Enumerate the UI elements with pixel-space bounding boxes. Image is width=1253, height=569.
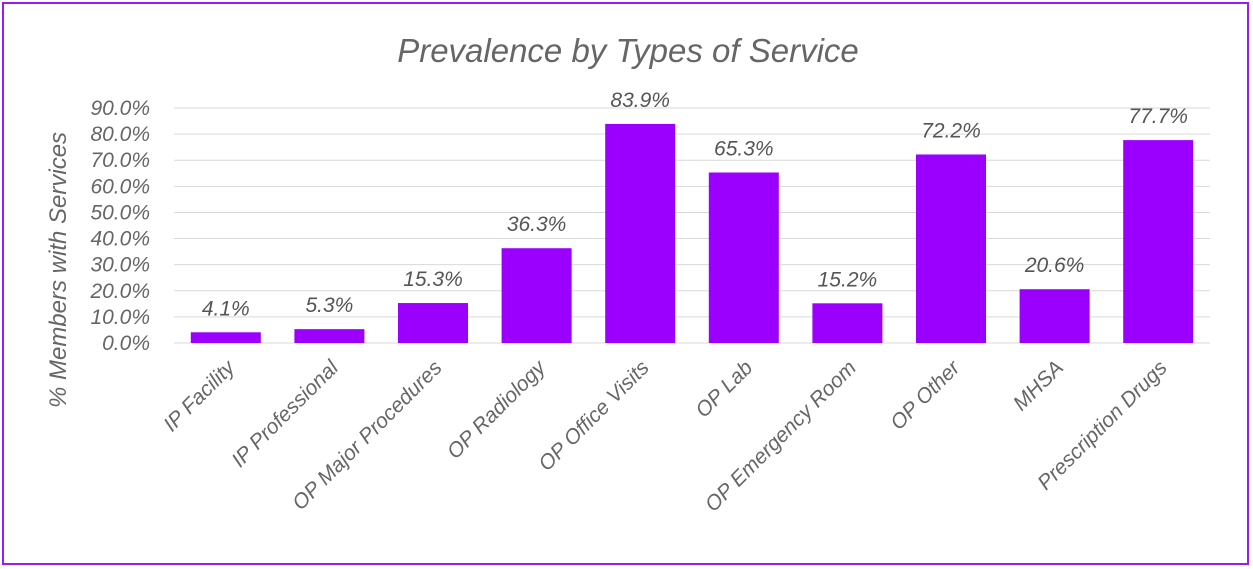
- bar: [190, 332, 261, 343]
- y-tick-label: 50.0%: [90, 201, 150, 224]
- y-tick-label: 90.0%: [90, 97, 150, 120]
- y-tick-label: 80.0%: [90, 123, 150, 146]
- y-tick-label: 30.0%: [90, 254, 150, 277]
- x-tick-label: OP Lab: [691, 356, 757, 422]
- bar: [708, 172, 779, 343]
- data-label: 65.3%: [714, 137, 774, 160]
- x-tick-label: MHSA: [1009, 356, 1068, 415]
- data-label: 5.3%: [305, 294, 353, 317]
- bar: [812, 303, 883, 343]
- x-tick-label: IP Professional: [227, 355, 344, 472]
- data-label: 15.3%: [403, 268, 463, 291]
- y-tick-label: 0.0%: [102, 332, 150, 355]
- data-label: 20.6%: [1024, 254, 1085, 277]
- y-tick-label: 10.0%: [90, 306, 150, 329]
- x-tick-label: OP Radiology: [443, 355, 551, 463]
- x-tick-label: OP Office Visits: [534, 356, 654, 476]
- bar: [1019, 289, 1090, 343]
- chart-title: Prevalence by Types of Service: [397, 32, 859, 69]
- y-tick-label: 20.0%: [89, 280, 150, 303]
- y-tick-label: 40.0%: [90, 228, 150, 251]
- bar: [294, 329, 365, 343]
- bars: [190, 123, 1194, 343]
- y-tick-label: 60.0%: [90, 175, 150, 198]
- y-tick-label: 70.0%: [90, 149, 150, 172]
- bar: [1123, 140, 1194, 343]
- data-label: 36.3%: [507, 213, 567, 236]
- data-labels: 4.1% 5.3% 15.3% 36.3% 83.9% 65.3% 15.2% 72.2% 20…: [202, 89, 1188, 320]
- data-label: 4.1%: [202, 297, 250, 320]
- bar: [916, 154, 986, 343]
- data-label: 83.9%: [610, 89, 670, 112]
- bar: [398, 303, 468, 343]
- data-label: 77.7%: [1128, 105, 1188, 128]
- bar: [605, 123, 676, 343]
- data-label: 15.2%: [818, 268, 878, 291]
- y-axis-label: % Members with Services: [45, 132, 72, 408]
- bar: [501, 248, 572, 343]
- x-tick-label: IP Facility: [159, 355, 240, 436]
- x-tick-label: OP Other: [886, 356, 965, 435]
- data-label: 72.2%: [921, 119, 981, 142]
- y-axis-ticks: 0.0% 10.0% 20.0% 30.0% 40.0% 50.0% 60.0% 70.0% 8…: [89, 97, 150, 355]
